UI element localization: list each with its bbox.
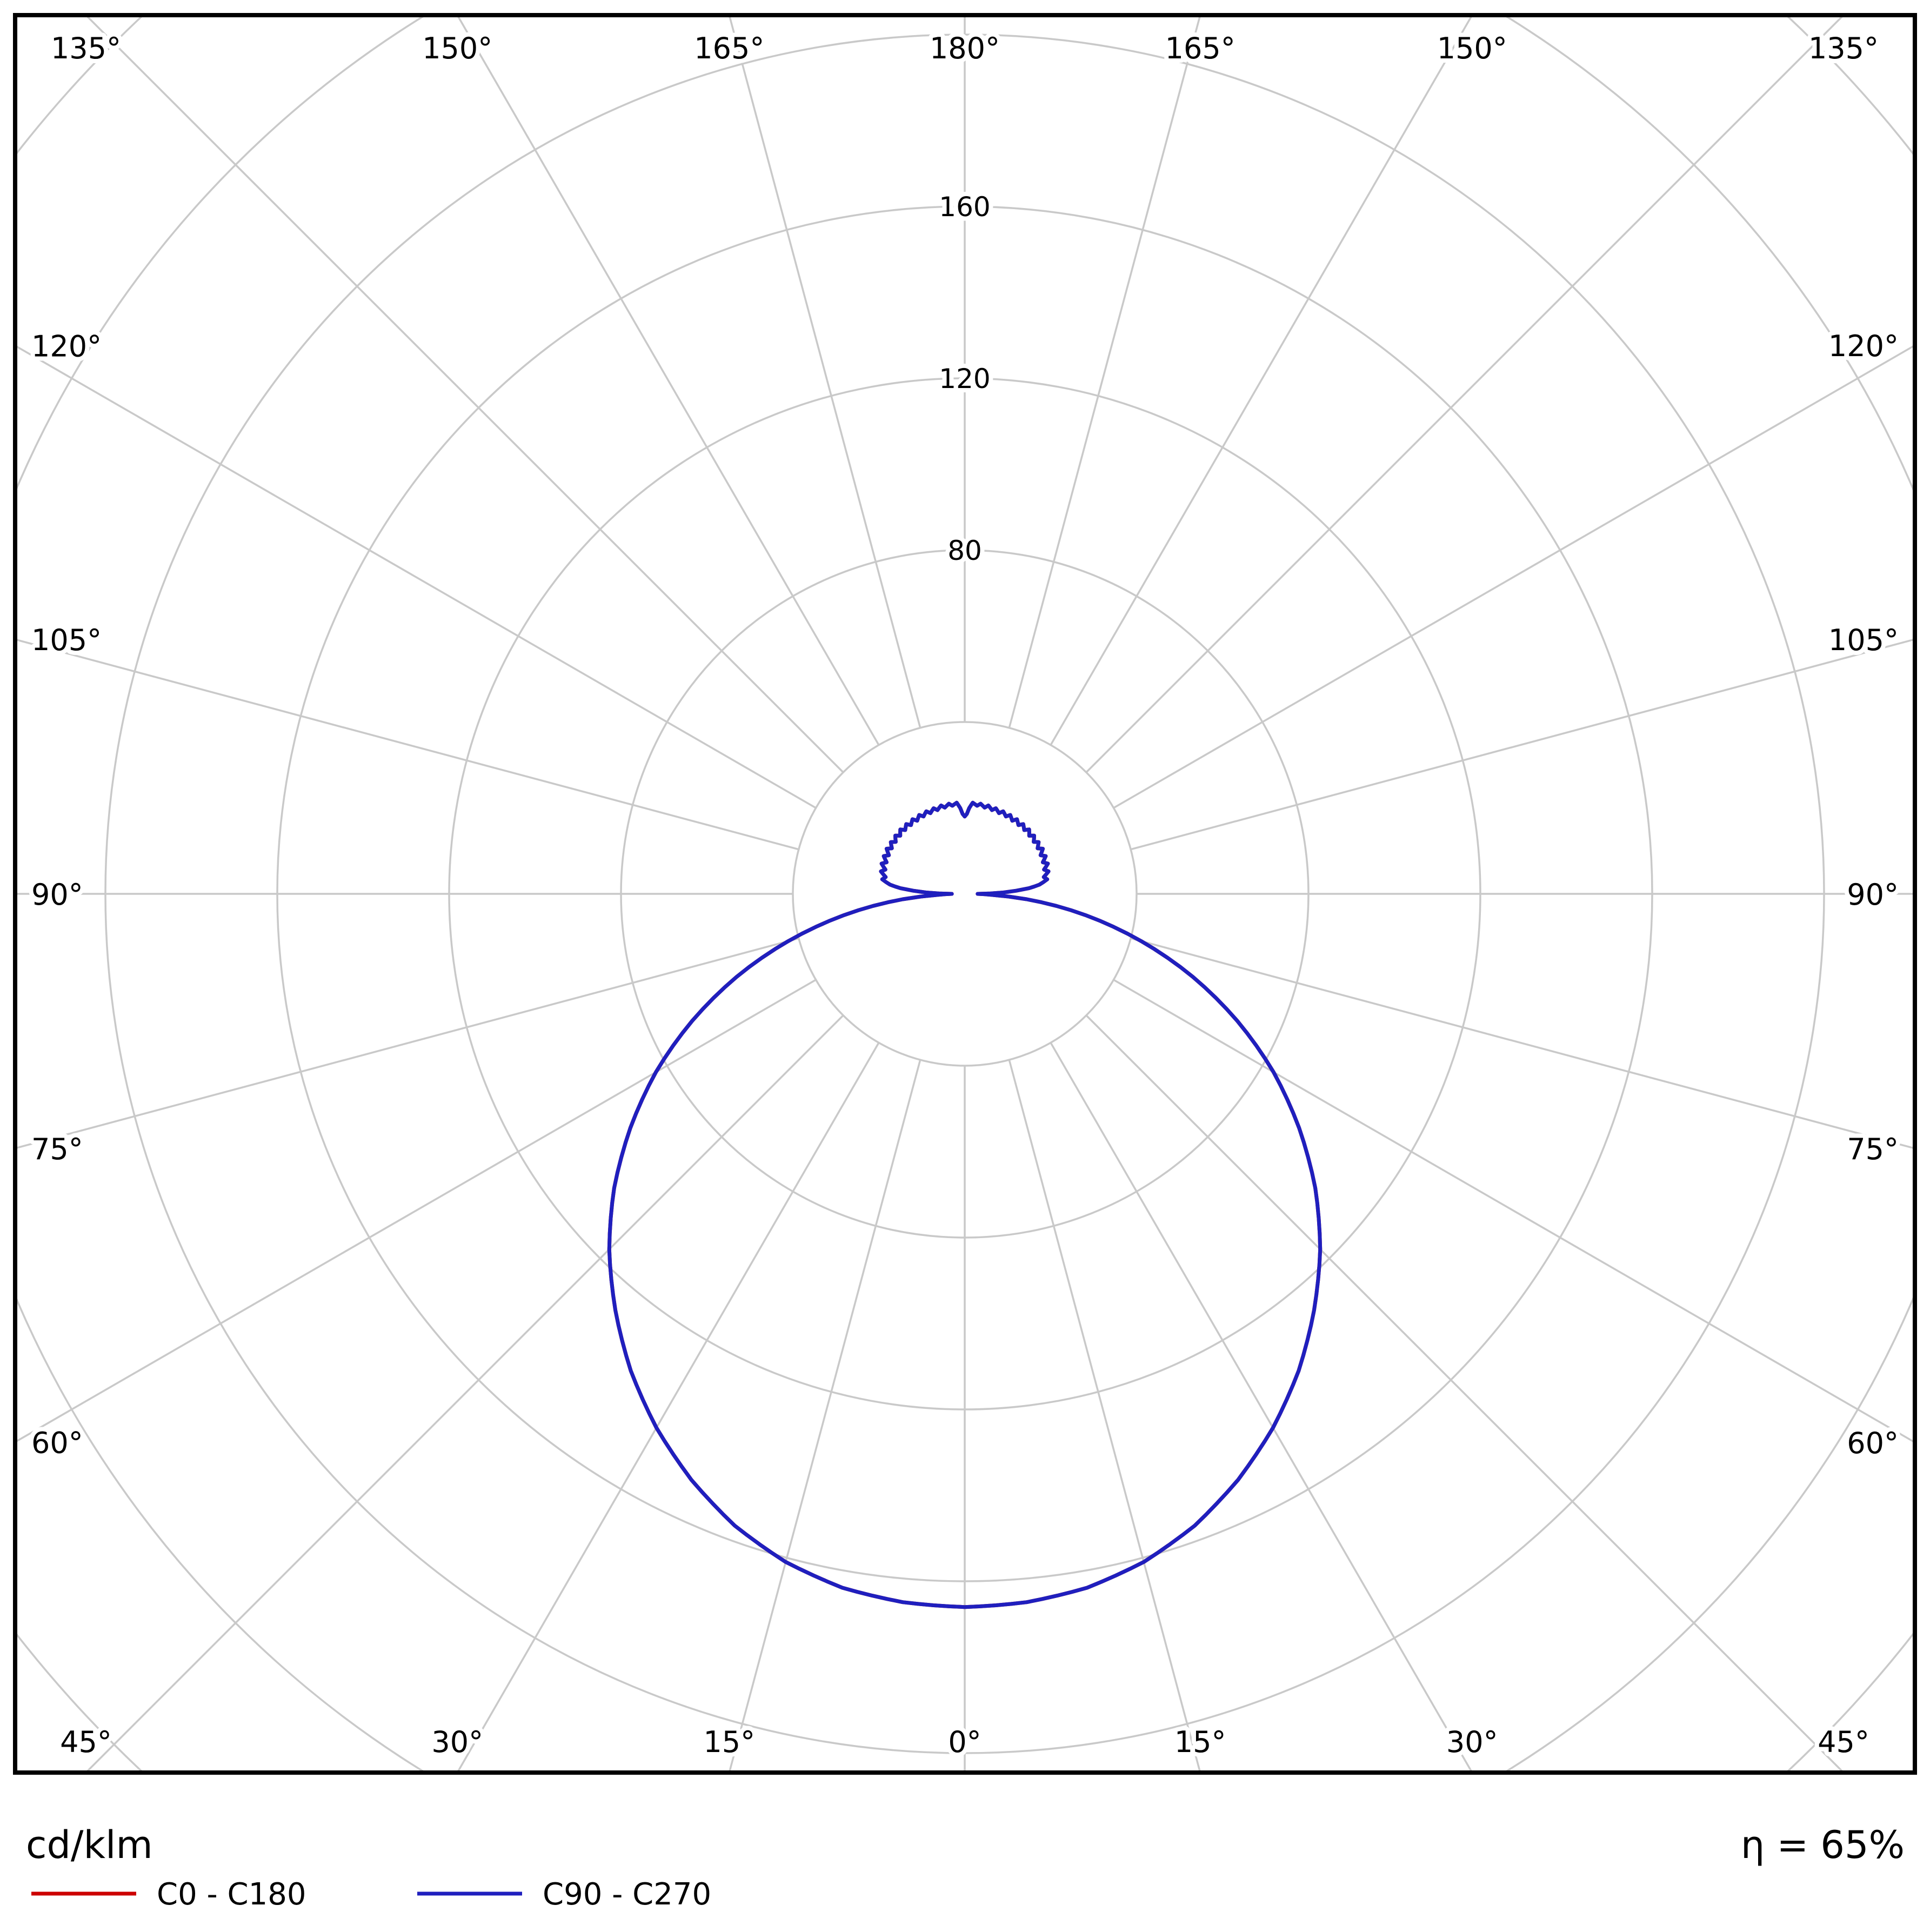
ring-label-160: 160 [939, 191, 990, 223]
axis-labels: 80 120 160 0° 15° 15° 30° 30° 45° 45° 60° 60° 75° 75°… [27, 27, 1903, 1763]
spoke-150-left [456, 15, 880, 746]
spoke-30-left [456, 1042, 880, 1773]
angle-label-60-left: 60° [31, 1426, 83, 1460]
spoke-75-left [15, 937, 799, 1149]
spoke-105-left [15, 638, 799, 851]
angle-label-120-left: 120° [31, 330, 102, 364]
angle-label-15-right: 15° [1174, 1725, 1226, 1759]
spoke-45-left [84, 1014, 844, 1773]
angle-label-165-left: 165° [694, 31, 764, 65]
spoke-45-right [1085, 1014, 1845, 1773]
angle-label-105-right: 105° [1828, 623, 1899, 657]
angle-label-90-right: 90° [1847, 878, 1899, 912]
chart-border [13, 13, 1917, 1775]
angle-label-105-left: 105° [31, 623, 102, 657]
spoke-105-right [1130, 638, 1915, 851]
unit-label: cd/klm [26, 1823, 153, 1867]
angle-label-150-right: 150° [1437, 31, 1507, 65]
legend: C0 - C180 C90 - C270 [31, 1877, 711, 1912]
ring-label-80: 80 [947, 535, 982, 566]
spoke-165-right [1008, 15, 1201, 728]
angle-label-30-right: 30° [1446, 1725, 1498, 1759]
angle-label-15-left: 15° [703, 1725, 755, 1759]
angle-label-150-left: 150° [422, 31, 492, 65]
angle-label-45-left: 45° [60, 1725, 112, 1759]
ring-label-120: 120 [939, 363, 990, 395]
spoke-135-right [1085, 15, 1845, 773]
angle-label-75-left: 75° [31, 1132, 83, 1166]
angle-label-30-left: 30° [431, 1725, 483, 1759]
legend-label-c90-c270: C90 - C270 [543, 1877, 711, 1912]
spoke-150-right [1050, 15, 1473, 746]
efficiency-label: η = 65% [1741, 1823, 1905, 1867]
angle-label-135-right: 135° [1808, 31, 1879, 65]
chart-footer: cd/klm η = 65% C0 - C180 C90 - C270 [26, 1823, 1905, 1912]
spoke-135-left [84, 15, 844, 773]
spoke-30-right [1050, 1042, 1473, 1773]
spoke-75-right [1130, 937, 1915, 1149]
spoke-15-right [1008, 1059, 1201, 1773]
intensity-curves [607, 800, 1323, 1609]
angle-label-120-right: 120° [1828, 329, 1899, 363]
spoke-120-left [15, 344, 817, 809]
spoke-120-right [1113, 344, 1915, 809]
spoke-60-left [15, 979, 817, 1443]
angle-label-60-right: 60° [1847, 1426, 1899, 1460]
ring-circle-40 [792, 721, 1138, 1067]
spoke-165-left [728, 15, 921, 728]
spoke-60-right [1113, 979, 1915, 1444]
angle-label-165-right: 165° [1165, 31, 1236, 65]
angle-label-135-left: 135° [51, 31, 121, 65]
curve-c90-c270 [607, 800, 1323, 1609]
angle-label-45-right: 45° [1818, 1725, 1869, 1759]
spoke-15-left [728, 1059, 921, 1773]
angle-label-90-left: 90° [31, 878, 83, 912]
legend-label-c0-c180: C0 - C180 [157, 1877, 306, 1912]
angle-label-0: 0° [948, 1725, 981, 1759]
angle-label-75-right: 75° [1847, 1132, 1899, 1166]
angle-label-180: 180° [930, 31, 1000, 65]
